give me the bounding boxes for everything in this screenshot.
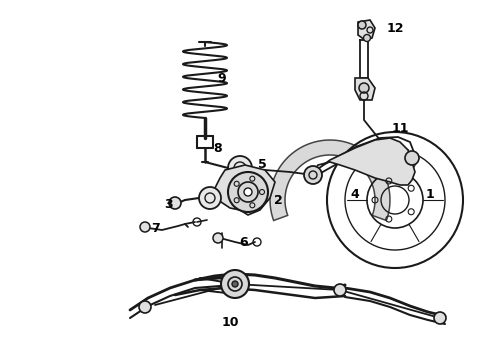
Text: 2: 2 xyxy=(273,194,282,207)
Text: 7: 7 xyxy=(150,221,159,234)
Circle shape xyxy=(221,270,249,298)
Circle shape xyxy=(359,83,369,93)
Circle shape xyxy=(199,187,221,209)
Circle shape xyxy=(304,166,322,184)
Text: 5: 5 xyxy=(258,158,267,171)
Circle shape xyxy=(140,222,150,232)
Circle shape xyxy=(405,151,419,165)
Circle shape xyxy=(358,21,366,29)
Text: 6: 6 xyxy=(240,237,248,249)
Text: 12: 12 xyxy=(386,22,404,35)
Circle shape xyxy=(169,197,181,209)
Circle shape xyxy=(334,284,346,296)
Circle shape xyxy=(228,156,252,180)
Text: 3: 3 xyxy=(164,198,172,211)
Polygon shape xyxy=(310,138,415,185)
Text: 9: 9 xyxy=(218,72,226,85)
Circle shape xyxy=(232,281,238,287)
Circle shape xyxy=(364,35,370,41)
Polygon shape xyxy=(355,78,375,100)
Polygon shape xyxy=(215,165,275,215)
Polygon shape xyxy=(358,20,375,40)
Circle shape xyxy=(213,233,223,243)
Text: 8: 8 xyxy=(214,141,222,154)
Circle shape xyxy=(139,301,151,313)
Circle shape xyxy=(244,188,252,196)
Polygon shape xyxy=(270,140,390,221)
Circle shape xyxy=(434,312,446,324)
Text: 11: 11 xyxy=(391,122,409,135)
Text: 1: 1 xyxy=(426,189,434,202)
Text: 4: 4 xyxy=(351,189,359,202)
Text: 10: 10 xyxy=(221,315,239,328)
Circle shape xyxy=(228,172,268,212)
